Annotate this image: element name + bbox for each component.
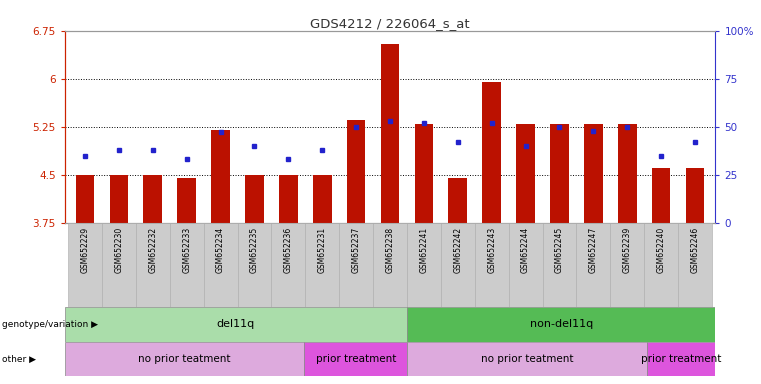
Text: GSM652233: GSM652233 [182,227,191,273]
Bar [65,342,304,376]
Bar [245,175,264,223]
Bar [65,307,407,342]
Bar [304,342,407,376]
Bar [177,178,196,223]
Text: GSM652232: GSM652232 [148,227,158,273]
Bar [647,342,715,376]
Bar [407,307,715,342]
Bar [144,175,162,223]
Bar [170,223,204,307]
Bar [652,168,670,223]
Bar [448,178,467,223]
Text: GSM652229: GSM652229 [81,227,90,273]
Bar [584,124,603,223]
Bar [339,223,373,307]
Text: del11q: del11q [217,319,255,329]
Text: GSM652231: GSM652231 [318,227,326,273]
Bar [68,223,102,307]
Bar [305,223,339,307]
Text: no prior teatment: no prior teatment [139,354,231,364]
Bar [475,223,508,307]
Bar [75,175,94,223]
Bar [644,223,678,307]
Bar [347,120,365,223]
Text: genotype/variation ▶: genotype/variation ▶ [2,320,98,329]
Text: GSM652241: GSM652241 [419,227,428,273]
Bar [550,124,568,223]
Bar [576,223,610,307]
Bar [686,168,705,223]
Bar [102,223,136,307]
Text: GSM652239: GSM652239 [622,227,632,273]
Bar [373,223,407,307]
Text: GSM652230: GSM652230 [114,227,123,273]
Text: prior treatment: prior treatment [641,354,721,364]
Bar [136,223,170,307]
Bar [415,124,433,223]
Text: GSM652236: GSM652236 [284,227,293,273]
Bar [313,175,332,223]
Text: non-del11q: non-del11q [530,319,593,329]
Text: GSM652235: GSM652235 [250,227,259,273]
Title: GDS4212 / 226064_s_at: GDS4212 / 226064_s_at [310,17,470,30]
Bar [407,223,441,307]
Bar [516,124,535,223]
Text: no prior teatment: no prior teatment [481,354,573,364]
Text: GSM652237: GSM652237 [352,227,361,273]
Bar [212,130,230,223]
Text: other ▶: other ▶ [2,354,37,364]
Bar [407,342,647,376]
Text: GSM652243: GSM652243 [487,227,496,273]
Bar [618,124,636,223]
Bar [272,223,305,307]
Bar [508,223,543,307]
Bar [204,223,237,307]
Bar [678,223,712,307]
Bar [237,223,272,307]
Bar [482,82,501,223]
Bar [380,43,400,223]
Text: GSM652242: GSM652242 [454,227,462,273]
Bar [110,175,128,223]
Bar [543,223,576,307]
Text: GSM652240: GSM652240 [657,227,666,273]
Text: GSM652238: GSM652238 [386,227,394,273]
Text: GSM652245: GSM652245 [555,227,564,273]
Bar [610,223,644,307]
Text: GSM652234: GSM652234 [216,227,225,273]
Bar [279,175,298,223]
Text: GSM652247: GSM652247 [589,227,598,273]
Text: prior treatment: prior treatment [316,354,396,364]
Text: GSM652246: GSM652246 [690,227,699,273]
Bar [441,223,475,307]
Text: GSM652244: GSM652244 [521,227,530,273]
